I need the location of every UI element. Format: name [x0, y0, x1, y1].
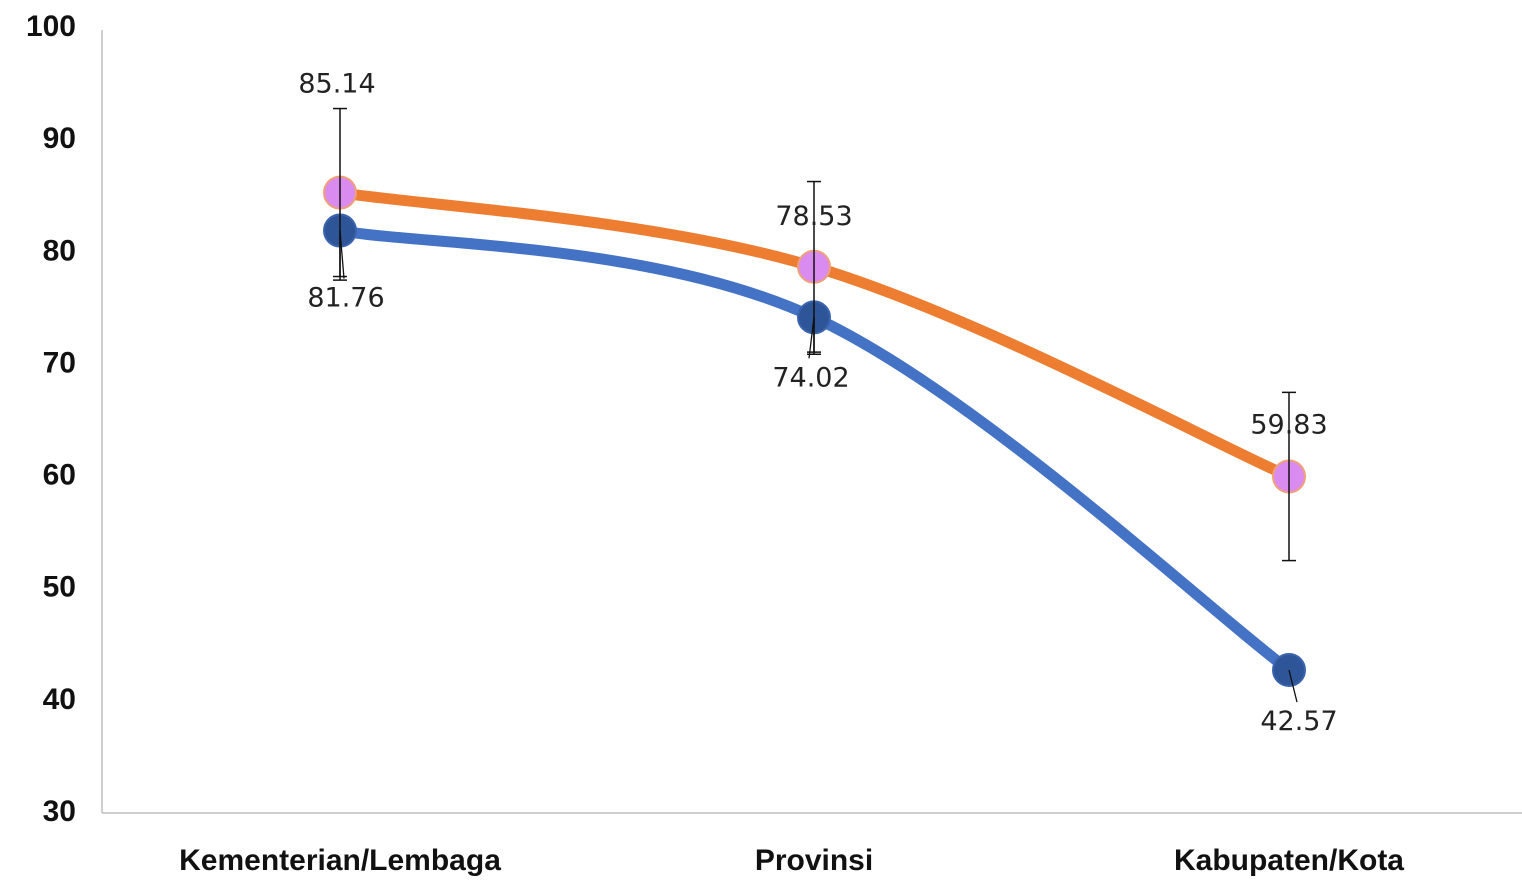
error-bars — [333, 107, 1296, 562]
data-label: 42.57 — [1260, 706, 1337, 737]
y-tick-labels: 30 40 50 60 70 80 90 100 — [26, 10, 76, 828]
y-tick-label: 100 — [26, 10, 76, 43]
data-label: 78.53 — [775, 201, 852, 232]
y-tick-label: 60 — [43, 459, 76, 492]
data-label: 74.02 — [772, 362, 849, 393]
y-tick-label: 50 — [43, 571, 76, 604]
data-labels: 85.14 78.53 59.83 81.76 74.02 42.57 — [298, 69, 1337, 737]
y-tick-label: 90 — [43, 122, 76, 155]
x-tick-label: Kabupaten/Kota — [1174, 844, 1404, 877]
y-tick-label: 80 — [43, 234, 76, 267]
y-tick-label: 70 — [43, 346, 76, 379]
label-leader-line — [808, 317, 815, 359]
label-leader-line — [339, 230, 345, 279]
label-leader-line — [1288, 669, 1298, 703]
x-tick-label: Kementerian/Lembaga — [179, 844, 501, 877]
y-tick-label: 30 — [43, 795, 76, 828]
data-label: 85.14 — [298, 69, 375, 100]
data-label: 59.83 — [1250, 409, 1327, 440]
x-tick-label: Provinsi — [755, 844, 873, 877]
x-tick-labels: Kementerian/Lembaga Provinsi Kabupaten/Kot… — [179, 844, 1404, 877]
data-label: 81.76 — [307, 283, 384, 314]
y-tick-label: 40 — [43, 683, 76, 716]
